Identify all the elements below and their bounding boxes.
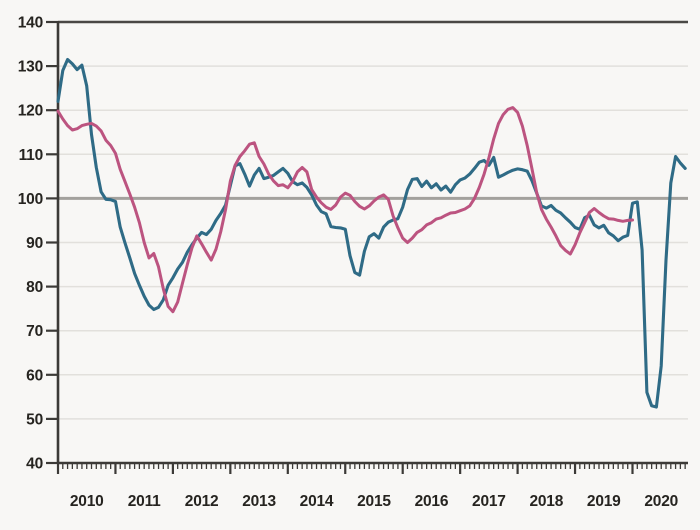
- x-tick-label: 2017: [472, 493, 506, 510]
- x-tick-label: 2012: [185, 493, 219, 510]
- x-tick-label: 2018: [529, 493, 563, 510]
- x-tick-label: 2010: [70, 493, 104, 510]
- x-tick-label: 2019: [587, 493, 621, 510]
- y-tick-label: 140: [18, 15, 43, 32]
- y-tick-label: 80: [26, 279, 43, 296]
- y-tick-label: 90: [26, 235, 43, 252]
- y-tick-label: 110: [19, 147, 43, 164]
- series-teal-path: [56, 57, 687, 409]
- y-tick-label: 120: [18, 103, 43, 120]
- y-tick-label: 50: [26, 411, 43, 428]
- y-tick-label: 130: [18, 59, 43, 76]
- x-tick-label: 2015: [357, 493, 391, 510]
- y-tick-label: 100: [18, 191, 43, 208]
- y-tick-label: 60: [26, 367, 43, 384]
- y-tick-label: 70: [26, 323, 43, 340]
- x-tick-label: 2020: [644, 493, 678, 510]
- x-tick-label: 2016: [415, 493, 449, 510]
- x-tick-label: 2014: [300, 493, 334, 510]
- series-pink-path: [56, 106, 634, 314]
- y-tick-label: 40: [26, 456, 43, 473]
- x-tick-label: 2011: [128, 493, 161, 510]
- x-tick-label: 2013: [242, 493, 276, 510]
